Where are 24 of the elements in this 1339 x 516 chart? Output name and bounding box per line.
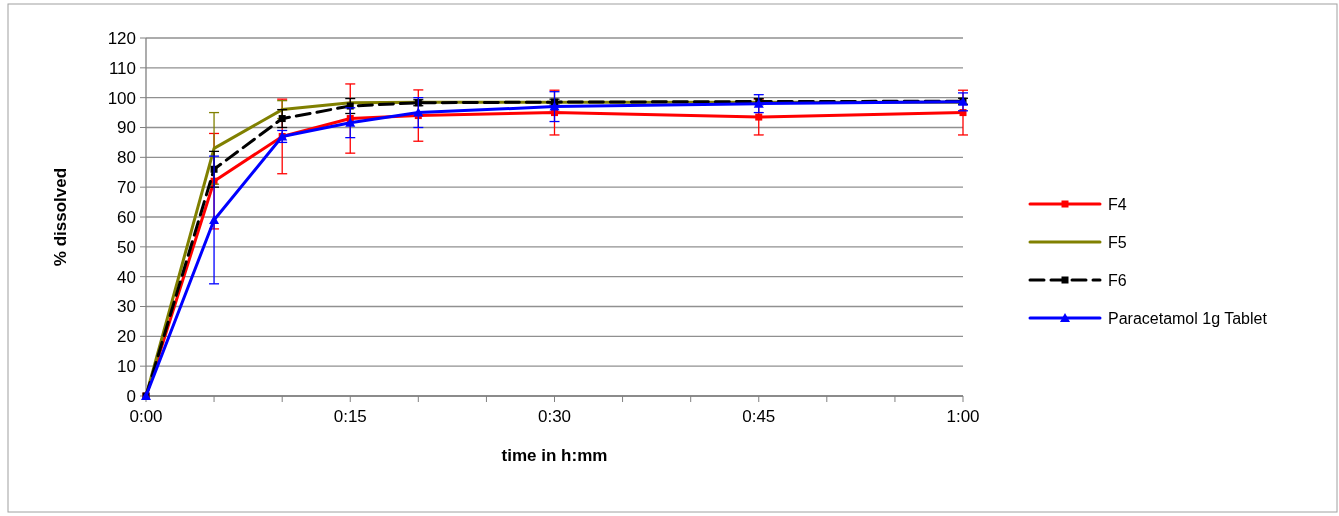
legend-label: F5 (1108, 233, 1127, 251)
legend-label: F6 (1108, 271, 1127, 289)
legend-label: F4 (1108, 195, 1127, 213)
y-tick-label: 50 (117, 237, 136, 257)
x-tick-label: 0:00 (129, 407, 163, 426)
y-tick-label: 70 (117, 178, 136, 198)
y-axis-title: % dissolved (51, 167, 70, 267)
x-tick-label: 1:00 (946, 407, 980, 426)
y-tick-label: 110 (108, 58, 136, 78)
x-tick-label: 0:30 (537, 407, 572, 426)
y-tick-label: 120 (107, 28, 136, 48)
y-tick-label: 20 (117, 327, 136, 347)
x-tick-label: 0:45 (742, 407, 776, 426)
y-tick-label: 60 (117, 207, 136, 227)
y-tick-label: 10 (117, 357, 136, 377)
legend-label: Paracetamol 1g Tablet (1108, 309, 1268, 327)
y-tick-label: 80 (117, 148, 136, 168)
y-tick-label: 40 (117, 267, 136, 287)
x-tick-label: 0:15 (333, 407, 367, 426)
x-axis-title: time in h:mm (501, 446, 608, 465)
y-tick-label: 100 (107, 88, 136, 108)
y-tick-label: 30 (117, 297, 136, 317)
y-tick-label: 0 (126, 386, 136, 406)
y-tick-label: 90 (117, 118, 136, 138)
